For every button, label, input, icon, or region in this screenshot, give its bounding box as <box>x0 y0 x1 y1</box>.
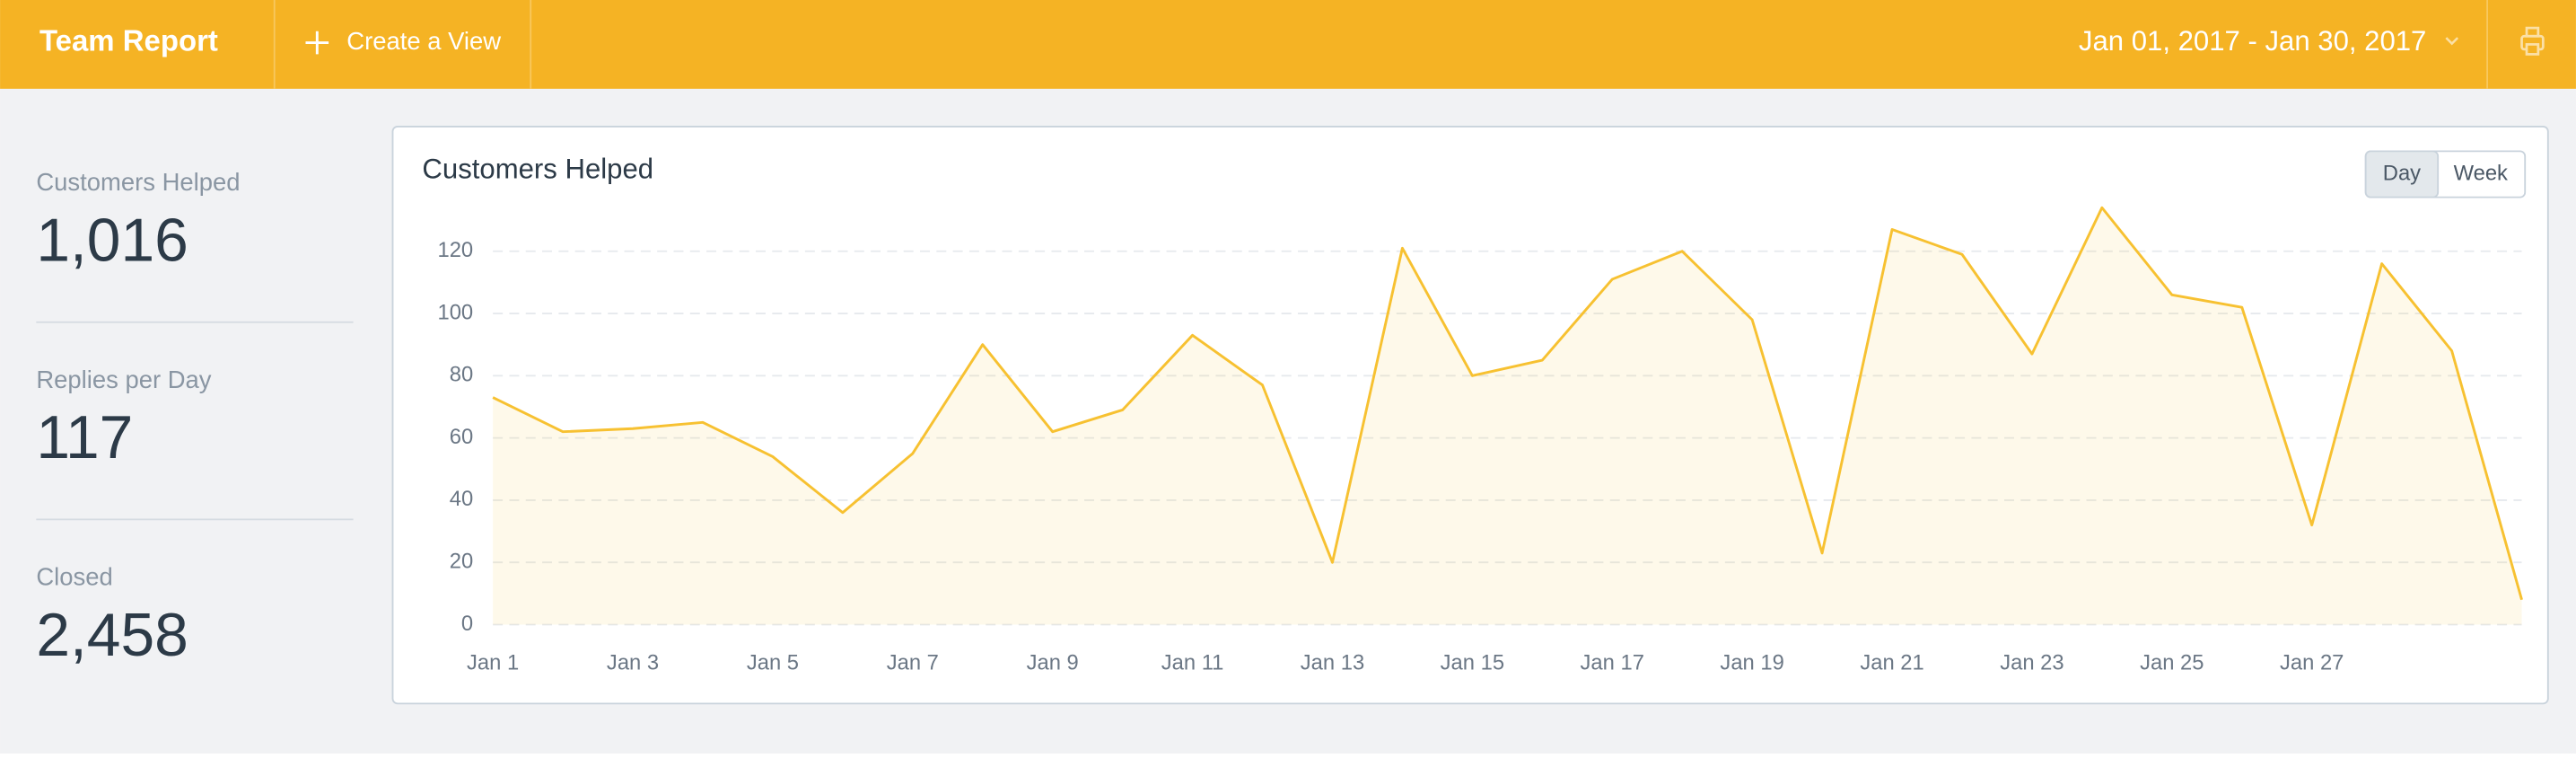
x-tick-label: Jan 11 <box>1161 651 1224 675</box>
chevron[interactable] <box>2445 37 2459 46</box>
x-tick-label: Jan 19 <box>1720 651 1783 675</box>
stat-label: Customers Helped <box>36 168 240 196</box>
toggle-label[interactable]: Week <box>2454 161 2508 185</box>
stats-panel: Customers Helped 1,016 Replies per Day 117 C… <box>36 168 354 669</box>
x-tick-label: Jan 15 <box>1441 651 1504 675</box>
x-tick-label: Jan 1 <box>467 651 519 675</box>
x-tick-label: Jan 27 <box>2280 651 2344 675</box>
stat-value: 1,016 <box>36 207 188 275</box>
y-tick-label: 20 <box>450 549 473 573</box>
stat-value: 117 <box>36 404 133 472</box>
stat-label: Replies per Day <box>36 366 211 393</box>
y-tick-label: 60 <box>450 425 473 449</box>
area <box>493 207 2522 625</box>
date-range[interactable]: Jan 01, 2017 - Jan 30, 2017 <box>2079 25 2426 57</box>
stat-value: 2,458 <box>36 602 188 669</box>
x-tick-label: Jan 3 <box>607 651 659 675</box>
toggle-label[interactable]: Day <box>2383 161 2421 185</box>
y-tick-label: 0 <box>461 612 473 636</box>
y-tick-label: 80 <box>450 363 473 387</box>
top-bar <box>0 0 2576 89</box>
x-tick-label: Jan 23 <box>2000 651 2063 675</box>
chart-title: Customers Helped <box>422 154 653 185</box>
y-tick-label: 40 <box>450 487 473 511</box>
create-view-label[interactable]: Create a View <box>346 27 501 55</box>
x-tick-label: Jan 7 <box>887 651 939 675</box>
create-view[interactable]: Create a View <box>305 27 501 55</box>
chart-card <box>391 126 2549 705</box>
app-title: Team Report <box>39 23 218 57</box>
x-tick-label: Jan 17 <box>1581 651 1644 675</box>
y-tick-label: 100 <box>437 300 473 324</box>
y-tick-label: 120 <box>437 238 473 262</box>
x-tick-label: Jan 25 <box>2140 651 2204 675</box>
plus-icon <box>305 31 329 55</box>
toggle-day[interactable] <box>2364 150 2440 198</box>
stat-label: Closed <box>36 563 112 591</box>
line <box>492 206 2523 601</box>
x-tick-label: Jan 9 <box>1027 651 1079 675</box>
x-tick-label: Jan 21 <box>1860 651 1923 675</box>
print-icon[interactable] <box>2520 26 2545 56</box>
plot: 0 20 40 60 80 100 120 Jan 1 Jan 3 Jan 5 Jan 7 Jan 9… <box>437 206 2523 675</box>
x-tick-label: Jan 5 <box>747 651 799 675</box>
x-tick-label: Jan 13 <box>1301 651 1364 675</box>
